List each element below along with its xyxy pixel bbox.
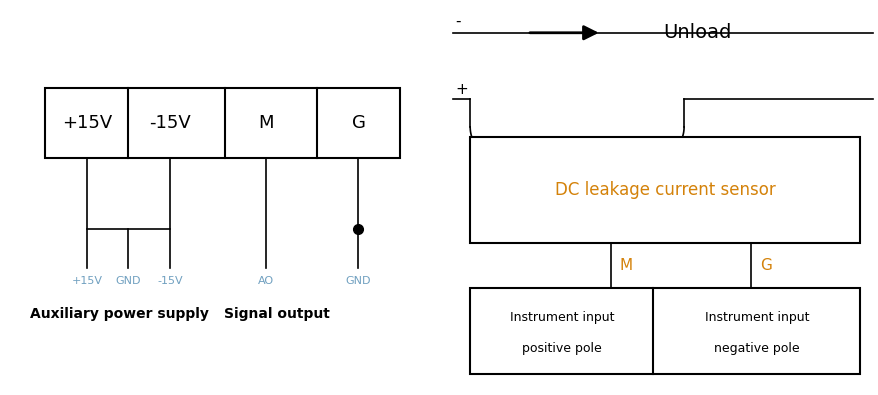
Text: G: G xyxy=(351,114,365,132)
Text: -: - xyxy=(455,14,460,29)
FancyBboxPatch shape xyxy=(470,288,859,374)
FancyBboxPatch shape xyxy=(45,88,399,158)
Text: -15V: -15V xyxy=(157,276,183,286)
Text: Auxiliary power supply: Auxiliary power supply xyxy=(30,307,209,321)
Text: +15V: +15V xyxy=(61,114,112,132)
Text: M: M xyxy=(619,258,631,273)
Text: -15V: -15V xyxy=(149,114,191,132)
Text: positive pole: positive pole xyxy=(522,342,601,355)
Text: M: M xyxy=(258,114,274,132)
Text: Unload: Unload xyxy=(662,23,730,42)
Text: GND: GND xyxy=(116,276,141,286)
Text: +: + xyxy=(455,83,467,98)
Text: Instrument input: Instrument input xyxy=(703,311,808,324)
Text: GND: GND xyxy=(345,276,371,286)
Text: +15V: +15V xyxy=(71,276,102,286)
Text: negative pole: negative pole xyxy=(713,342,799,355)
Text: AO: AO xyxy=(258,276,274,286)
Text: G: G xyxy=(759,258,771,273)
Text: Instrument input: Instrument input xyxy=(509,311,614,324)
Text: DC leakage current sensor: DC leakage current sensor xyxy=(554,181,774,199)
FancyBboxPatch shape xyxy=(470,137,859,243)
Text: Signal output: Signal output xyxy=(224,307,330,321)
